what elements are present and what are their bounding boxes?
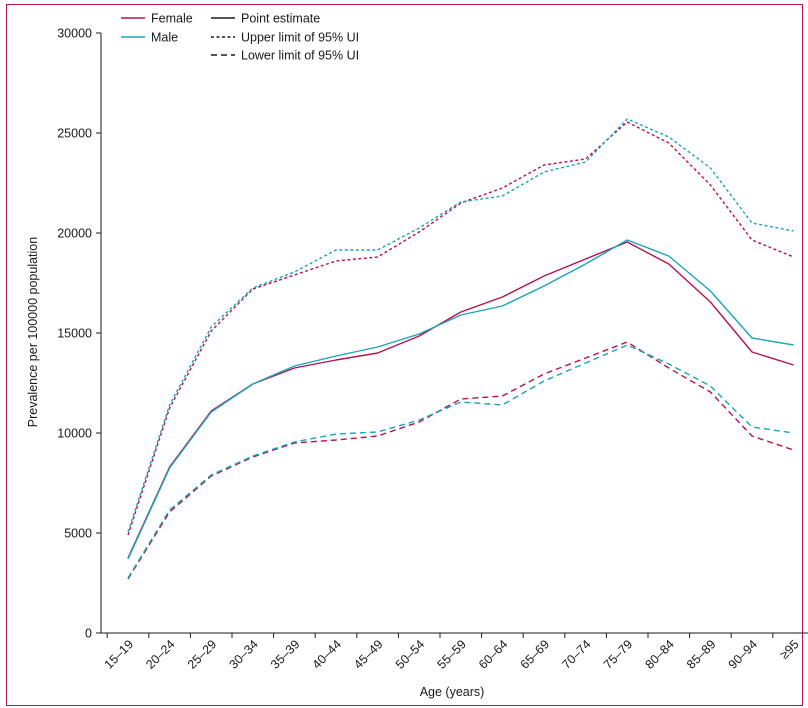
- x-tick-label: 45–49: [351, 637, 386, 672]
- y-tick-label: 25000: [57, 127, 92, 141]
- chart-legend: Female Male Point estimate Upper limit of 9…: [121, 12, 359, 63]
- male-point-line: [127, 239, 794, 560]
- chart-series: [127, 118, 794, 580]
- x-tick-label: 20–24: [143, 637, 178, 672]
- y-axis-title: Prevalence per 100000 population: [26, 237, 40, 427]
- y-tick-label: 20000: [57, 227, 92, 241]
- x-tick-label: 55–59: [434, 637, 469, 672]
- x-tick-label: 30–34: [226, 637, 261, 672]
- legend-label: Upper limit of 95% UI: [241, 31, 359, 45]
- x-axis-title: Age (years): [420, 685, 485, 699]
- legend-label: Female: [151, 12, 193, 26]
- x-tick-label: 35–39: [268, 637, 303, 672]
- x-tick-label: 80–84: [642, 637, 677, 672]
- x-tick-label: 50–54: [393, 637, 428, 672]
- female-upper-line: [127, 121, 794, 536]
- x-tick-label: 70–74: [559, 637, 594, 672]
- y-tick-label: 15000: [57, 327, 92, 341]
- x-tick-label: 75–79: [601, 637, 636, 672]
- x-tick-label: 15–19: [102, 637, 137, 672]
- y-tick-label: 10000: [57, 427, 92, 441]
- female-lower-line: [127, 341, 794, 580]
- legend-label: Lower limit of 95% UI: [241, 49, 359, 63]
- chart-frame: [6, 4, 803, 706]
- y-tick-label: 0: [85, 627, 92, 641]
- x-tick-label: 40–44: [310, 637, 345, 672]
- x-tick-label: 25–29: [185, 637, 220, 672]
- x-tick-label: 85–89: [684, 637, 719, 672]
- legend-label: Point estimate: [241, 12, 320, 26]
- y-tick-label: 5000: [64, 527, 92, 541]
- legend-label: Male: [151, 31, 178, 45]
- male-upper-line: [127, 118, 794, 533]
- male-lower-line: [127, 344, 794, 579]
- y-tick-label: 30000: [57, 27, 92, 41]
- x-tick-label: ≥95: [777, 637, 802, 662]
- x-tick-label: 90–94: [726, 637, 761, 672]
- x-tick-label: 65–69: [518, 637, 553, 672]
- x-tick-label: 60–64: [476, 637, 511, 672]
- chart-axes: 0 5000 10000 15000 20000 25000 30000 15–19 20–24…: [57, 27, 808, 672]
